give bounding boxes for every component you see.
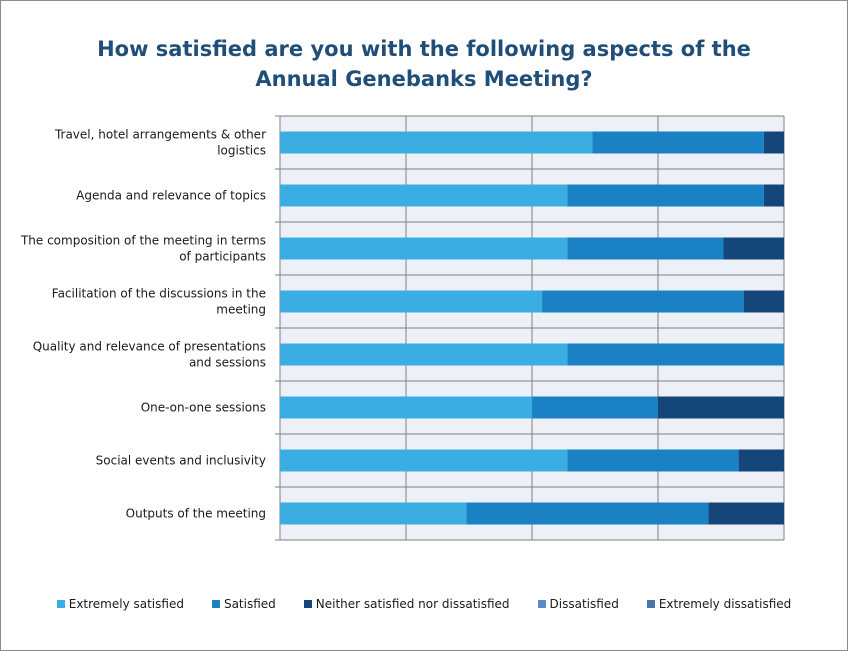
legend-label: Extremely satisfied (68, 597, 184, 611)
bar-segment (280, 290, 543, 313)
bar-segment (592, 131, 764, 154)
legend-swatch (211, 600, 220, 608)
legend-label: Satisfied (223, 597, 276, 611)
legend-swatch (537, 600, 546, 608)
bar-segment (763, 131, 784, 154)
legend-swatch (303, 600, 312, 608)
legend-item: Extremely dissatisfied (646, 597, 792, 611)
legend-item: Satisfied (211, 597, 276, 611)
category-label: Outputs of the meeting (126, 507, 266, 521)
chart-title: How satisfied are you with the following… (0, 34, 848, 94)
legend-item: Dissatisfied (537, 597, 619, 611)
bar-segment (280, 237, 568, 260)
bar-segment (280, 502, 467, 525)
category-label: logistics (217, 144, 266, 158)
category-label: meeting (216, 303, 266, 317)
category-label: Travel, hotel arrangements & other (54, 128, 266, 142)
legend-item: Extremely satisfied (56, 597, 184, 611)
bar-segment (542, 290, 744, 313)
bar-segment (567, 343, 784, 366)
legend-label: Dissatisfied (549, 597, 619, 611)
legend: Extremely satisfied Satisfied Neither sati… (0, 597, 848, 611)
legend-label: Extremely dissatisfied (658, 597, 792, 611)
chart-title-line-1: How satisfied are you with the following… (97, 37, 751, 61)
bar-segment (658, 396, 784, 419)
bar-segment (280, 449, 568, 472)
bar-segment (567, 237, 724, 260)
bar-segment (280, 184, 568, 207)
bar-segment (567, 449, 739, 472)
category-label: Facilitation of the discussions in the (52, 287, 266, 301)
legend-swatch (56, 600, 65, 608)
bar-segment (738, 449, 784, 472)
category-label: Social events and inclusivity (96, 454, 266, 468)
bar-segment (723, 237, 784, 260)
category-label: and sessions (189, 356, 266, 370)
category-label: One-on-one sessions (141, 401, 266, 415)
chart-title-line-2: Annual Genebanks Meeting? (255, 67, 593, 91)
category-label: of participants (179, 250, 266, 264)
legend-label: Neither satisfied nor dissatisfied (315, 597, 510, 611)
legend-item: Neither satisfied nor dissatisfied (303, 597, 510, 611)
bar-segment (763, 184, 784, 207)
bar-segment (466, 502, 709, 525)
bar-segment (280, 396, 532, 419)
bar-segment (280, 343, 568, 366)
bar-segment (567, 184, 764, 207)
legend-swatch (646, 600, 655, 608)
bar-segment (743, 290, 784, 313)
bar-segment (708, 502, 784, 525)
bar-segment (280, 131, 593, 154)
category-label: Agenda and relevance of topics (76, 189, 266, 203)
category-label: Quality and relevance of presentations (33, 340, 266, 354)
category-label: The composition of the meeting in terms (20, 234, 266, 248)
bar-segment (532, 396, 658, 419)
